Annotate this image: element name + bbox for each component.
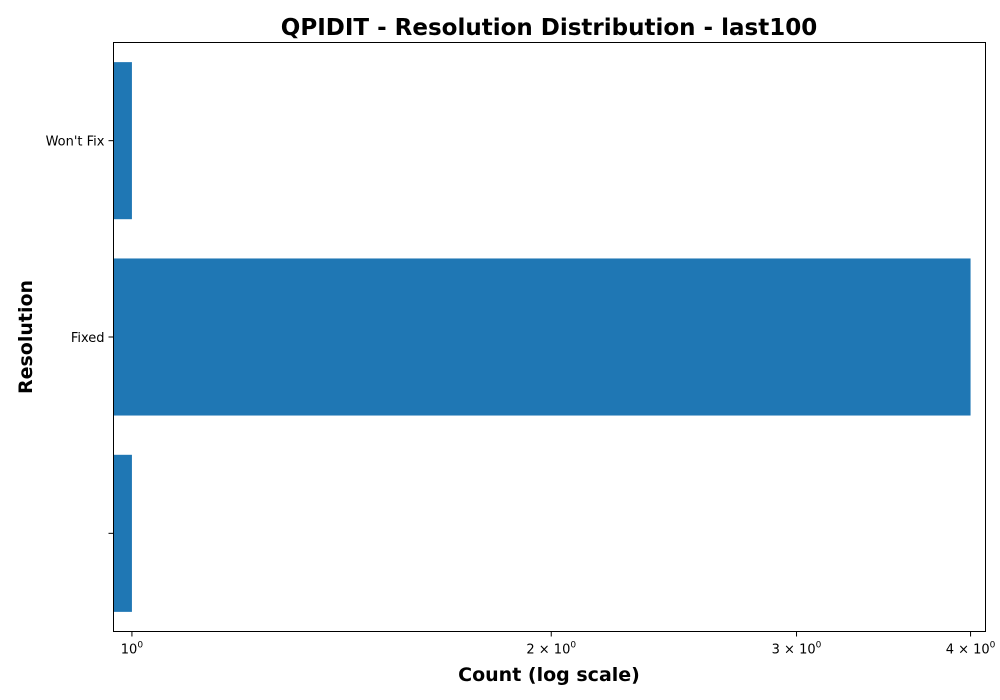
x-axis-label: Count (log scale) — [458, 664, 640, 686]
y-tick-label-1: Fixed — [71, 331, 105, 346]
x-tick-label-1: 2 × 100 — [526, 641, 576, 658]
plot-frame — [113, 42, 986, 632]
y-ticks-group: Fixed Won't Fix — [46, 135, 114, 534]
bars-group — [113, 62, 971, 612]
y-axis-label: Resolution — [15, 280, 37, 394]
bar-2 — [113, 62, 132, 220]
bar-0 — [113, 454, 132, 612]
y-tick-label-2: Won't Fix — [46, 135, 105, 150]
x-tick-label-2: 3 × 100 — [772, 641, 822, 658]
bar-1 — [113, 258, 971, 416]
x-tick-label-3: 4 × 100 — [946, 641, 996, 658]
x-tick-label-0: 100 — [121, 641, 144, 658]
x-ticks-group: 100 2 × 100 3 × 100 4 × 100 — [121, 631, 996, 658]
chart-title: QPIDIT - Resolution Distribution - last1… — [281, 15, 817, 41]
